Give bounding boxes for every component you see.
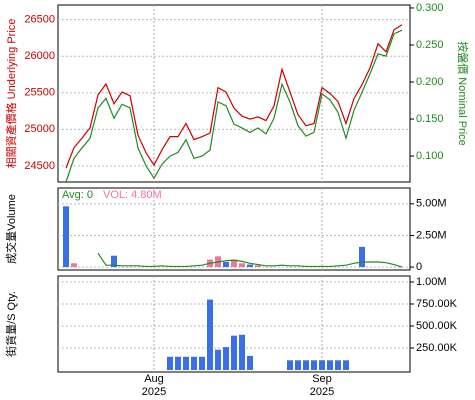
bar	[335, 360, 341, 370]
y-tick-label: 0	[416, 261, 422, 273]
bar	[191, 356, 197, 370]
bar	[239, 263, 245, 268]
y-tick-label: 2.50M	[416, 229, 447, 241]
y2-tick-label: 0.150	[416, 113, 444, 125]
legend-entry: Avg: 0	[62, 189, 93, 201]
y2-tick-label: 0.250	[416, 39, 444, 51]
line	[97, 252, 403, 268]
bar	[231, 259, 237, 268]
bar	[223, 262, 229, 268]
y2-axis-title: 按盤價 Nominal Price	[456, 41, 470, 146]
bar	[247, 355, 253, 370]
y-tick-label: 5.00M	[416, 198, 447, 210]
y-axis-title: 街貨量/S Qty.	[4, 291, 18, 357]
legend-entry: VOL: 4.80M	[103, 189, 162, 201]
y-tick-label: 500.00K	[416, 320, 458, 332]
bar	[175, 356, 181, 370]
panel-frame	[57, 4, 411, 183]
bar	[111, 255, 117, 268]
line	[65, 29, 403, 183]
bar	[71, 263, 77, 268]
line	[65, 24, 403, 169]
bar	[239, 334, 245, 370]
x-tick-year: 2025	[142, 386, 166, 398]
y-tick-label: 25500	[24, 87, 55, 99]
y-tick-label: 24500	[24, 160, 55, 172]
bar	[319, 360, 325, 370]
bar	[359, 246, 365, 268]
y-tick-label: 26500	[24, 14, 55, 26]
bar	[215, 349, 221, 370]
bar	[295, 360, 301, 370]
y-tick-label: 25000	[24, 123, 55, 135]
bar	[167, 356, 173, 370]
bar	[223, 347, 229, 370]
y-tick-label: 750.00K	[416, 298, 458, 310]
y-tick-label: 250.00K	[416, 342, 458, 354]
y-axis-title: 成交量Volume	[4, 194, 18, 264]
panel-frame	[57, 187, 411, 271]
bar	[327, 360, 333, 370]
panel-frame	[57, 275, 411, 373]
y-tick-label: 26000	[24, 50, 55, 62]
bar	[311, 360, 317, 370]
y2-tick-label: 0.300	[416, 2, 444, 14]
bar	[247, 264, 253, 268]
x-tick-label: Sep	[312, 373, 332, 385]
bar	[231, 335, 237, 370]
y-tick-label: 1.00M	[416, 276, 447, 288]
y-axis-title: 相關資產價格 Underlying Price	[4, 19, 18, 169]
bar	[199, 356, 205, 370]
bar	[303, 360, 309, 370]
y2-tick-label: 0.200	[416, 76, 444, 88]
x-tick-label: Aug	[144, 373, 164, 385]
y2-tick-label: 0.100	[416, 150, 444, 162]
bar	[255, 265, 261, 268]
x-tick-year: 2025	[310, 386, 334, 398]
bar	[183, 356, 189, 370]
bar	[207, 299, 213, 370]
bar	[287, 360, 293, 370]
bar	[343, 360, 349, 370]
bar	[63, 206, 69, 268]
